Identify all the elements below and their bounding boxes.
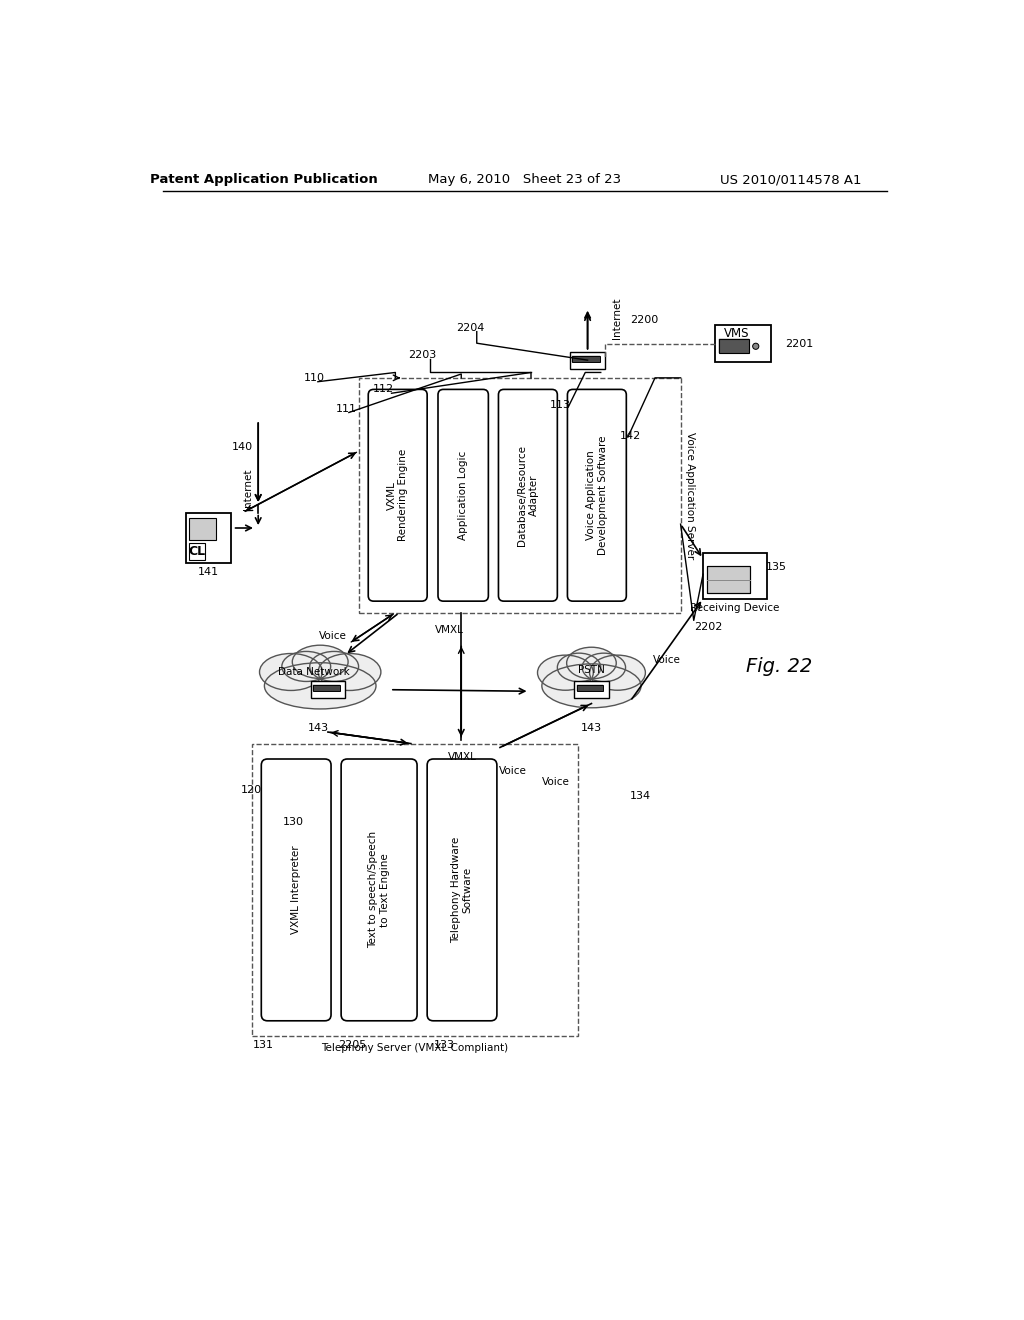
Bar	[359, 378, 681, 612]
Bar	[569, 351, 605, 368]
Ellipse shape	[264, 663, 376, 709]
Text: 2203: 2203	[409, 350, 436, 360]
Bar	[574, 681, 608, 698]
Text: Voice: Voice	[542, 777, 569, 787]
Text: 111: 111	[336, 404, 357, 413]
FancyBboxPatch shape	[369, 389, 427, 601]
Text: 120: 120	[241, 785, 262, 795]
Bar	[707, 566, 750, 593]
Bar	[572, 355, 600, 362]
Bar	[719, 339, 749, 354]
Text: VMS: VMS	[724, 326, 750, 339]
Text: 134: 134	[630, 791, 651, 801]
Text: VXML Interpreter: VXML Interpreter	[291, 846, 301, 935]
Text: 2205: 2205	[338, 1040, 367, 1051]
Bar	[252, 743, 578, 1036]
FancyBboxPatch shape	[341, 759, 417, 1020]
Text: Internet: Internet	[612, 298, 622, 339]
Text: Voice Application Server: Voice Application Server	[685, 432, 695, 558]
Text: Voice Application
Development Software: Voice Application Development Software	[586, 436, 607, 554]
Bar	[313, 685, 340, 692]
Ellipse shape	[318, 653, 381, 690]
Bar	[313, 685, 340, 692]
Text: Telephony Hardware
Software: Telephony Hardware Software	[452, 837, 473, 942]
Ellipse shape	[309, 652, 358, 681]
Text: Internet: Internet	[243, 469, 253, 511]
Text: Voice: Voice	[652, 656, 681, 665]
Ellipse shape	[557, 653, 601, 681]
Text: Database/Resource
Adapter: Database/Resource Adapter	[517, 445, 539, 545]
Text: 143: 143	[308, 723, 329, 733]
Text: 2201: 2201	[785, 339, 813, 348]
Text: US 2010/0114578 A1: US 2010/0114578 A1	[720, 173, 861, 186]
Ellipse shape	[583, 653, 626, 681]
Ellipse shape	[538, 655, 593, 690]
Bar	[189, 517, 216, 540]
Text: 140: 140	[232, 442, 253, 453]
Bar	[703, 553, 767, 599]
Bar	[577, 685, 603, 692]
Ellipse shape	[282, 652, 331, 681]
FancyBboxPatch shape	[567, 389, 627, 601]
Text: VMXL: VMXL	[449, 751, 477, 762]
Bar	[572, 355, 600, 362]
FancyBboxPatch shape	[499, 389, 557, 601]
Text: 142: 142	[621, 430, 641, 441]
Bar	[719, 339, 749, 354]
Text: May 6, 2010   Sheet 23 of 23: May 6, 2010 Sheet 23 of 23	[428, 173, 622, 186]
Ellipse shape	[259, 653, 323, 690]
Text: Voice: Voice	[499, 767, 526, 776]
Bar	[186, 512, 231, 562]
Text: VMXL: VMXL	[435, 624, 464, 635]
Text: 112: 112	[373, 384, 394, 395]
Ellipse shape	[566, 647, 616, 678]
FancyBboxPatch shape	[427, 759, 497, 1020]
Text: Telephony Server (VMXL Compliant): Telephony Server (VMXL Compliant)	[322, 1043, 508, 1053]
Text: 133: 133	[434, 1040, 455, 1051]
Ellipse shape	[590, 655, 645, 690]
Text: Text to speech/Speech
to Text Engine: Text to speech/Speech to Text Engine	[369, 832, 390, 949]
Text: VXML
Rendering Engine: VXML Rendering Engine	[387, 449, 409, 541]
Text: 135: 135	[766, 561, 787, 572]
Text: 130: 130	[283, 817, 304, 828]
Text: Patent Application Publication: Patent Application Publication	[150, 173, 378, 186]
Bar	[577, 685, 603, 692]
Text: 2204: 2204	[457, 323, 484, 333]
Ellipse shape	[542, 664, 641, 708]
Text: 141: 141	[198, 566, 219, 577]
Ellipse shape	[292, 645, 348, 678]
FancyBboxPatch shape	[438, 389, 488, 601]
FancyBboxPatch shape	[261, 759, 331, 1020]
Text: 113: 113	[550, 400, 571, 409]
Bar	[716, 326, 771, 363]
Text: 2200: 2200	[630, 315, 658, 325]
Bar	[707, 566, 750, 593]
Text: Data Network: Data Network	[279, 667, 350, 677]
Text: Receiving Device: Receiving Device	[690, 603, 779, 612]
Text: 131: 131	[252, 1040, 273, 1051]
Text: 143: 143	[581, 723, 602, 733]
Text: PSTN: PSTN	[578, 665, 605, 676]
Bar	[189, 543, 205, 560]
Text: Fig. 22: Fig. 22	[745, 657, 812, 676]
Text: Voice: Voice	[318, 631, 346, 640]
Ellipse shape	[753, 343, 759, 350]
Text: 110: 110	[303, 372, 325, 383]
Text: Application Logic: Application Logic	[458, 450, 468, 540]
Bar	[311, 681, 345, 698]
Text: CL: CL	[188, 545, 206, 557]
Text: 2202: 2202	[693, 622, 722, 631]
